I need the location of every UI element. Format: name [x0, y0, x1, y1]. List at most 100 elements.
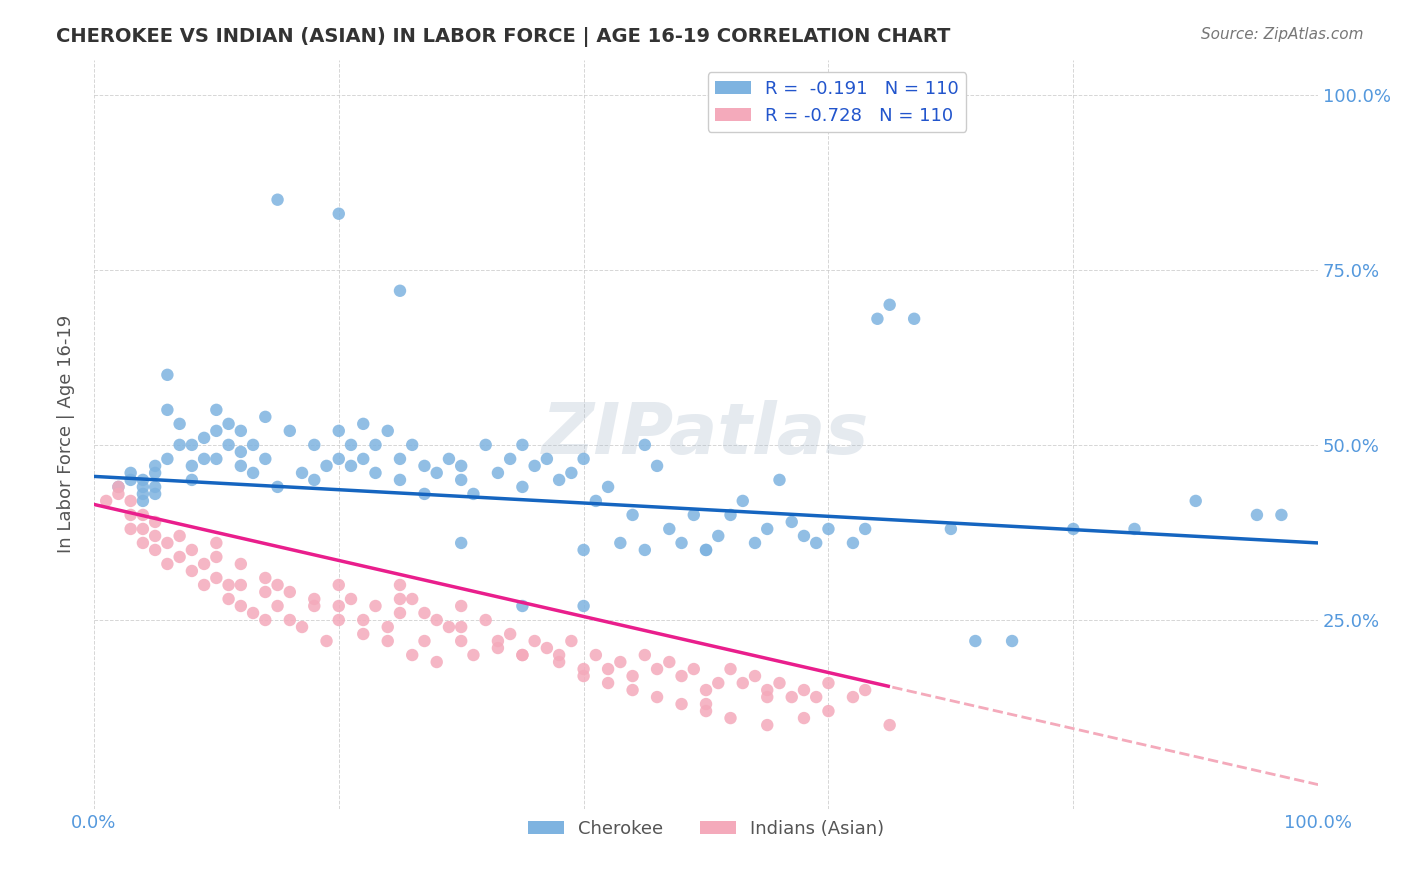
Point [205, 451, 228, 466]
Point [401, 592, 423, 607]
Point [621, 669, 644, 683]
Point [806, 536, 828, 550]
Point [744, 669, 766, 683]
Point [450, 458, 472, 473]
Point [377, 620, 399, 634]
Point [266, 599, 288, 613]
Point [388, 592, 411, 607]
Point [304, 592, 326, 607]
Point [132, 494, 155, 508]
Point [143, 515, 166, 529]
Point [1062, 522, 1084, 536]
Point [340, 458, 363, 473]
Point [315, 458, 337, 473]
Point [229, 445, 252, 459]
Point [658, 522, 681, 536]
Point [793, 529, 815, 543]
Point [169, 549, 191, 564]
Point [560, 634, 582, 648]
Point [1246, 508, 1268, 522]
Point [291, 466, 314, 480]
Point [401, 648, 423, 662]
Point [143, 529, 166, 543]
Point [242, 606, 264, 620]
Point [180, 438, 202, 452]
Point [512, 648, 534, 662]
Point [621, 683, 644, 698]
Point [720, 711, 742, 725]
Point [486, 634, 509, 648]
Point [817, 522, 839, 536]
Point [756, 690, 779, 704]
Point [426, 613, 449, 627]
Point [548, 655, 571, 669]
Point [548, 648, 571, 662]
Point [218, 438, 240, 452]
Point [266, 480, 288, 494]
Point [413, 458, 436, 473]
Point [132, 536, 155, 550]
Point [853, 683, 876, 698]
Text: Source: ZipAtlas.com: Source: ZipAtlas.com [1201, 27, 1364, 42]
Point [817, 704, 839, 718]
Point [463, 648, 485, 662]
Point [132, 473, 155, 487]
Point [143, 458, 166, 473]
Point [340, 592, 363, 607]
Point [413, 487, 436, 501]
Point [499, 451, 522, 466]
Point [120, 494, 142, 508]
Point [242, 438, 264, 452]
Point [180, 473, 202, 487]
Point [278, 585, 301, 599]
Point [1123, 522, 1146, 536]
Point [523, 634, 546, 648]
Point [132, 522, 155, 536]
Point [1184, 494, 1206, 508]
Point [768, 676, 790, 690]
Point [671, 669, 693, 683]
Point [939, 522, 962, 536]
Point [143, 466, 166, 480]
Point [96, 494, 118, 508]
Point [180, 564, 202, 578]
Point [388, 284, 411, 298]
Point [645, 690, 668, 704]
Point [572, 451, 595, 466]
Point [120, 473, 142, 487]
Point [364, 599, 387, 613]
Point [879, 298, 901, 312]
Point [156, 536, 179, 550]
Point [364, 466, 387, 480]
Point [120, 522, 142, 536]
Point [695, 543, 717, 558]
Point [731, 676, 754, 690]
Point [437, 451, 460, 466]
Point [756, 683, 779, 698]
Point [205, 549, 228, 564]
Point [388, 606, 411, 620]
Point [132, 480, 155, 494]
Point [401, 438, 423, 452]
Point [536, 640, 558, 655]
Point [205, 402, 228, 417]
Point [169, 438, 191, 452]
Point [107, 480, 129, 494]
Point [598, 480, 620, 494]
Point [523, 458, 546, 473]
Point [450, 599, 472, 613]
Point [853, 522, 876, 536]
Point [132, 487, 155, 501]
Point [474, 438, 496, 452]
Point [866, 311, 889, 326]
Point [756, 718, 779, 732]
Point [450, 620, 472, 634]
Point [377, 634, 399, 648]
Point [193, 431, 215, 445]
Point [229, 458, 252, 473]
Point [598, 676, 620, 690]
Point [120, 508, 142, 522]
Point [254, 571, 277, 585]
Point [658, 655, 681, 669]
Point [793, 683, 815, 698]
